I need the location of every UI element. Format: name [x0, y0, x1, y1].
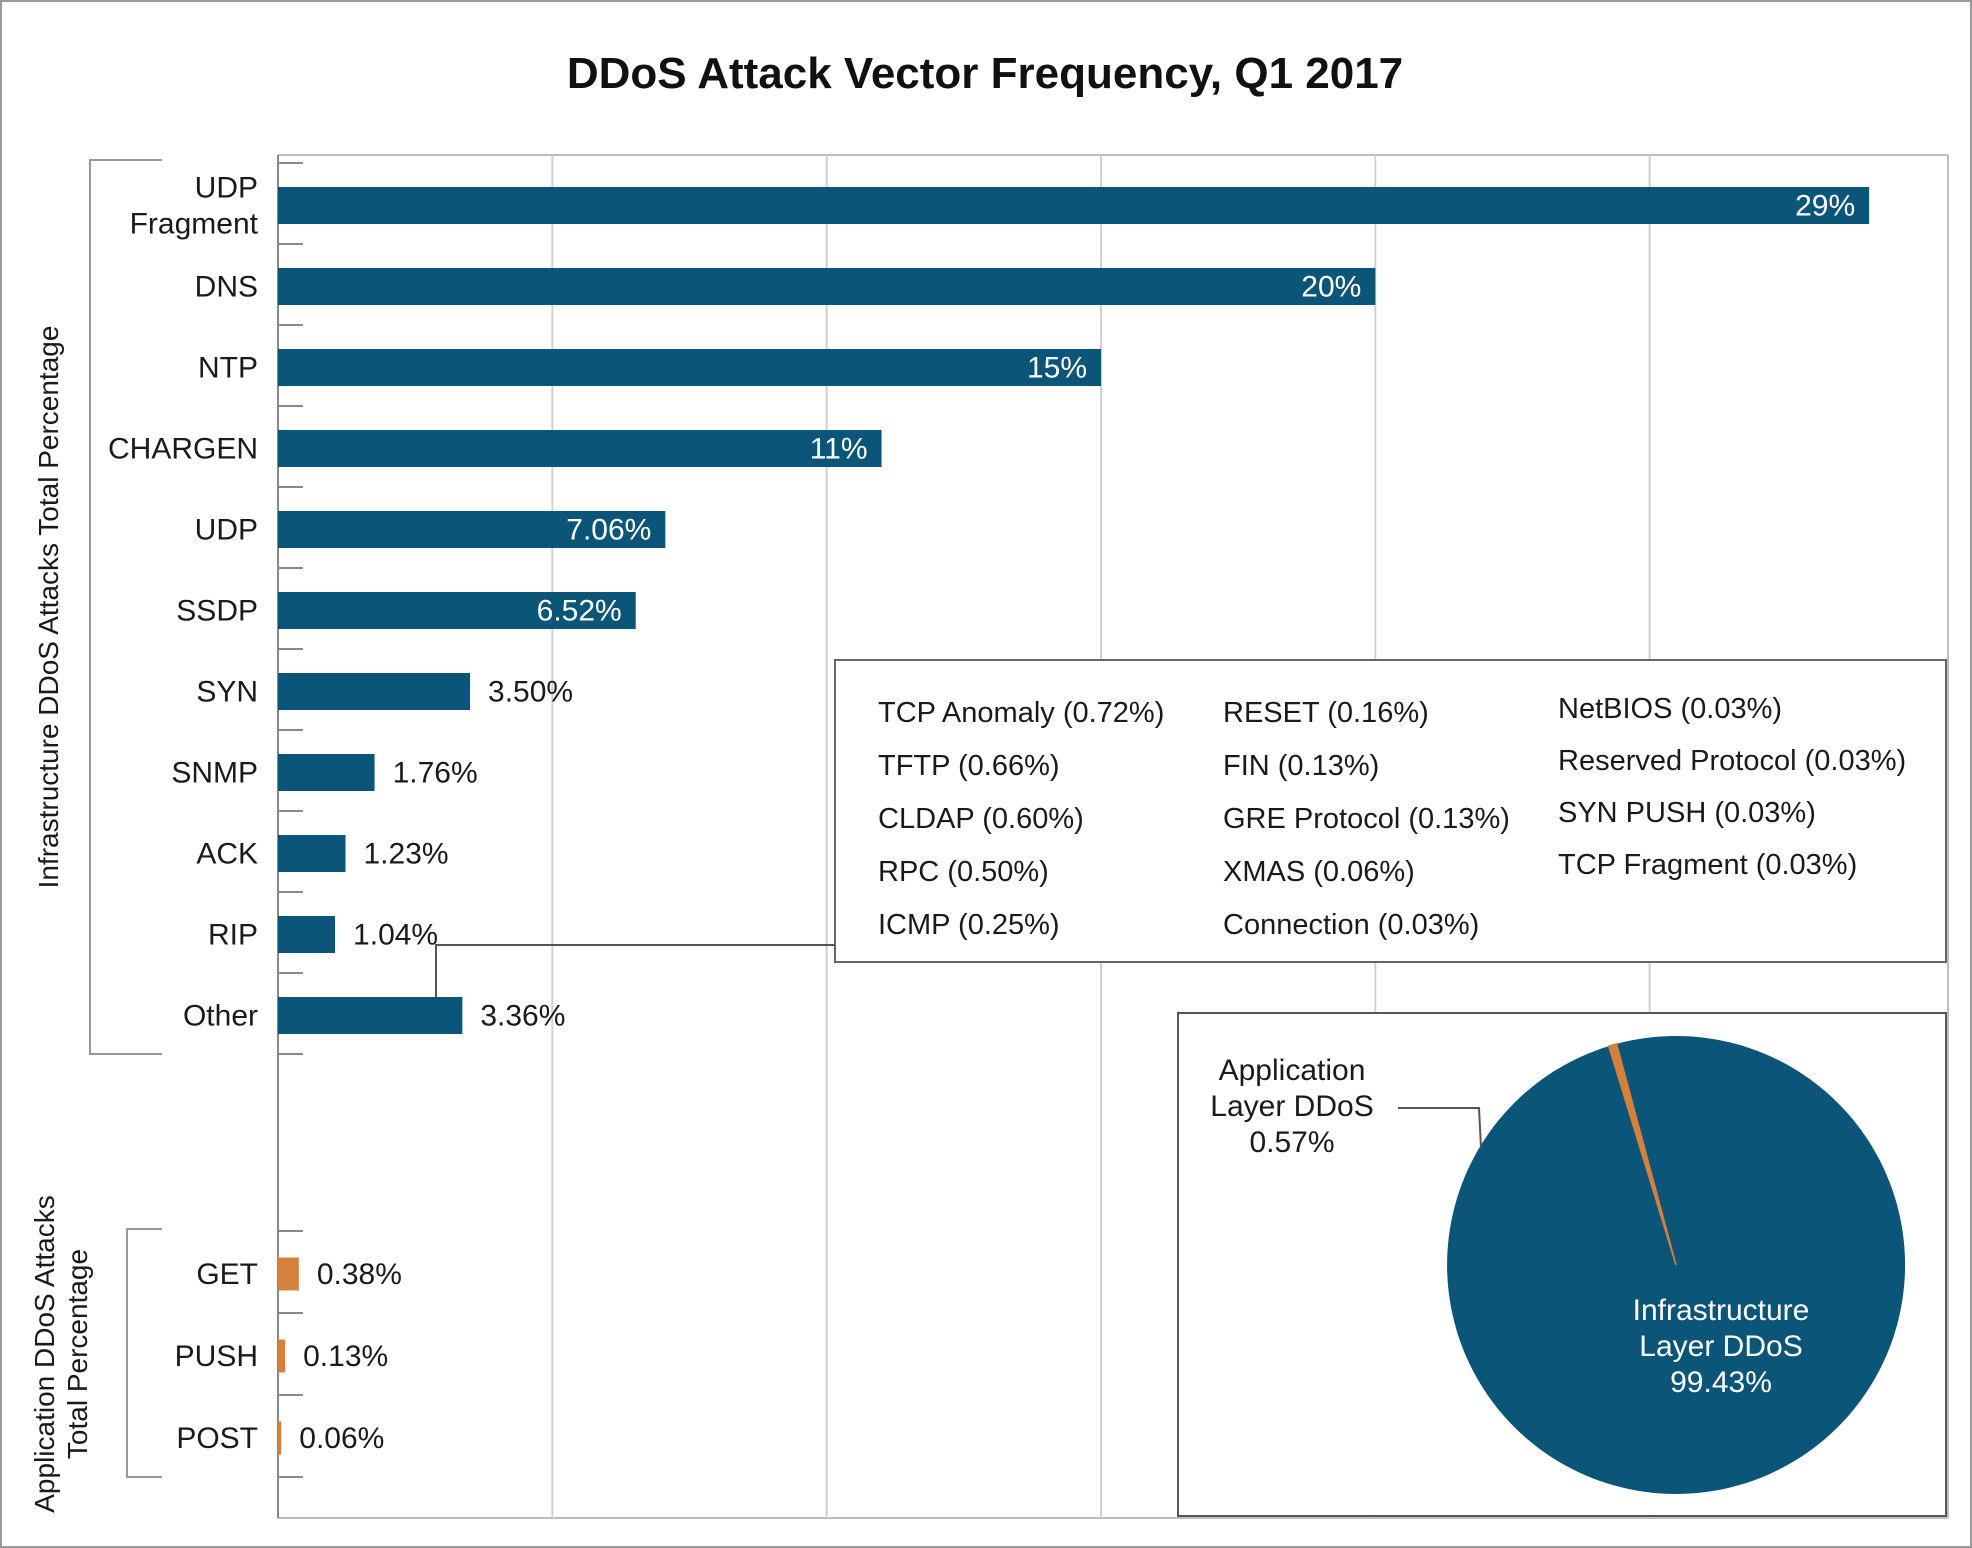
breakdown-frame — [834, 659, 1947, 963]
data-label: 20% — [1301, 271, 1361, 304]
infra-category-label: Fragment — [130, 208, 259, 241]
app-category-label: POST — [176, 1422, 258, 1455]
group-bracket — [126, 1228, 162, 1478]
data-label: 1.04% — [353, 919, 438, 952]
pie-label-infrastructure: 99.43% — [1670, 1366, 1772, 1399]
breakdown-item: ICMP (0.25%) — [878, 909, 1060, 941]
breakdown-item: FIN (0.13%) — [1223, 750, 1379, 782]
pie-label-application: Application — [1219, 1054, 1366, 1087]
breakdown-item: TFTP (0.66%) — [878, 750, 1060, 782]
infra-category-label: SNMP — [171, 757, 258, 790]
pie-label-infrastructure: Layer DDoS — [1639, 1330, 1802, 1363]
pie-leader-line — [1398, 1107, 1482, 1149]
infra-bar — [278, 268, 1376, 305]
breakdown-item: CLDAP (0.60%) — [878, 803, 1084, 835]
app-bar — [278, 1257, 299, 1291]
data-label: 29% — [1795, 190, 1855, 223]
data-label: 0.06% — [299, 1422, 384, 1455]
data-label: 3.36% — [480, 1000, 565, 1033]
infra-bar — [278, 754, 375, 791]
data-label: 1.76% — [393, 757, 478, 790]
group-bracket — [89, 159, 162, 1055]
infra-category-label: CHARGEN — [108, 433, 258, 466]
infra-category-label: Other — [183, 1000, 258, 1033]
data-label: 6.52% — [537, 595, 622, 628]
infra-category-label: DNS — [195, 271, 258, 304]
app-category-label: GET — [196, 1258, 258, 1291]
group-label: Infrastructure DDoS Attacks Total Percen… — [33, 326, 64, 889]
breakdown-item: RESET (0.16%) — [1223, 697, 1429, 729]
pie-label-application: Layer DDoS — [1210, 1090, 1373, 1123]
breakdown-item: Reserved Protocol (0.03%) — [1558, 745, 1906, 777]
breakdown-item: GRE Protocol (0.13%) — [1223, 803, 1510, 835]
app-category-label: PUSH — [175, 1340, 258, 1373]
data-label: 3.50% — [488, 676, 573, 709]
chart-title: DDoS Attack Vector Frequency, Q1 2017 — [567, 49, 1403, 98]
other-breakdown-box: TCP Anomaly (0.72%) TFTP (0.66%) CLDAP (0.… — [435, 659, 1947, 997]
bars-layer — [278, 187, 1870, 1455]
infra-category-label: UDP — [195, 514, 258, 547]
data-label: 0.38% — [317, 1258, 402, 1291]
infra-bar — [278, 349, 1101, 386]
infra-category-label: UDP — [195, 172, 258, 205]
infra-bar — [278, 592, 636, 629]
infra-bar — [278, 835, 346, 872]
breakdown-connector — [435, 944, 835, 997]
infra-category-label: SYN — [196, 676, 258, 709]
breakdown-item: Connection (0.03%) — [1223, 909, 1479, 941]
infra-bar — [278, 673, 471, 710]
infra-bar — [278, 997, 463, 1034]
data-label: 7.06% — [566, 514, 651, 547]
data-label: 1.23% — [363, 838, 448, 871]
breakdown-item: TCP Fragment (0.03%) — [1558, 849, 1857, 881]
group-label: Application DDoS Attacks — [29, 1195, 60, 1513]
breakdown-item: TCP Anomaly (0.72%) — [878, 697, 1164, 729]
infra-bar — [278, 511, 666, 548]
app-bar — [278, 1339, 286, 1373]
pie-label-application: 0.57% — [1249, 1126, 1334, 1159]
pie-slice-application — [1607, 1042, 1677, 1266]
data-label: 0.13% — [303, 1340, 388, 1373]
breakdown-item: XMAS (0.06%) — [1223, 856, 1415, 888]
infra-category-label: ACK — [196, 838, 258, 871]
group-label: Total Percentage — [62, 1249, 93, 1459]
infra-category-label: NTP — [198, 352, 258, 385]
infra-category-label: RIP — [208, 919, 258, 952]
pie-label-infrastructure: Infrastructure — [1633, 1294, 1810, 1327]
data-label: 15% — [1027, 352, 1087, 385]
infra-bar — [278, 187, 1870, 224]
data-label: 11% — [810, 433, 868, 466]
infra-bar — [278, 916, 336, 953]
infra-bar — [278, 430, 882, 467]
app-bar — [278, 1421, 282, 1455]
infra-category-label: SSDP — [176, 595, 258, 628]
breakdown-item: RPC (0.50%) — [878, 856, 1049, 888]
breakdown-item: SYN PUSH (0.03%) — [1558, 797, 1816, 829]
breakdown-item: NetBIOS (0.03%) — [1558, 693, 1782, 725]
